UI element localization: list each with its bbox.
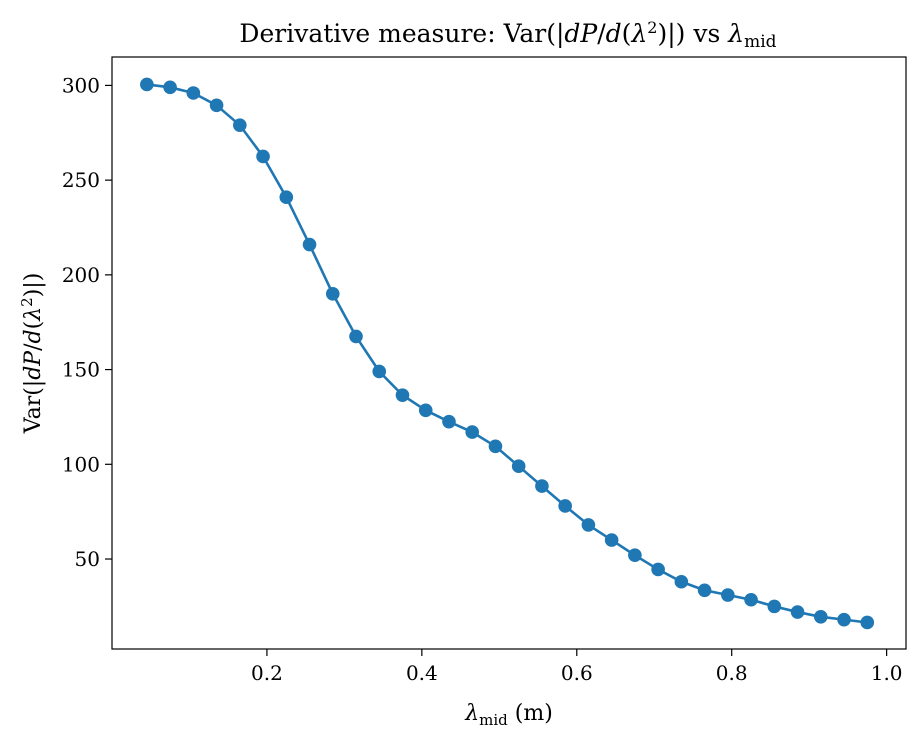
plot-area bbox=[111, 56, 907, 650]
data-point bbox=[535, 479, 549, 493]
data-point bbox=[279, 190, 294, 204]
data-point bbox=[628, 548, 642, 563]
x-axis-label: λmid (m) bbox=[464, 701, 553, 729]
data-point bbox=[302, 237, 317, 252]
data-point bbox=[674, 574, 689, 589]
x-tick-label: 0.8 bbox=[716, 661, 748, 685]
x-tick-label: 1.0 bbox=[871, 661, 903, 685]
data-point bbox=[744, 592, 758, 607]
data-point bbox=[349, 329, 363, 344]
data-point bbox=[837, 612, 851, 627]
data-point bbox=[511, 459, 526, 473]
data-point bbox=[697, 583, 712, 598]
y-tick-label: 200 bbox=[62, 263, 100, 287]
y-axis-label: Var(|dP/d(λ2)|) bbox=[18, 273, 46, 435]
y-tick-label: 150 bbox=[62, 358, 100, 382]
chart-title: Derivative measure: Var(|dP/d(λ2)|) vs λ… bbox=[239, 18, 776, 52]
y-tick-label: 300 bbox=[62, 73, 100, 97]
data-point bbox=[163, 80, 177, 95]
data-point bbox=[395, 388, 410, 402]
data-point bbox=[209, 98, 224, 113]
data-point bbox=[488, 439, 503, 454]
data-point bbox=[465, 425, 480, 439]
data-point bbox=[256, 149, 270, 164]
x-axis-ticks: 0.2 0.4 0.6 0.8 1.0 bbox=[251, 649, 903, 685]
data-point bbox=[558, 499, 572, 513]
data-point bbox=[140, 77, 154, 92]
data-point bbox=[651, 562, 665, 577]
data-point bbox=[767, 599, 782, 614]
data-point bbox=[721, 588, 735, 602]
series-layer bbox=[140, 77, 875, 630]
data-point bbox=[325, 287, 340, 301]
x-tick-label: 0.6 bbox=[561, 661, 593, 685]
y-tick-label: 100 bbox=[62, 452, 100, 476]
data-point bbox=[233, 118, 247, 132]
data-point bbox=[813, 610, 828, 624]
x-tick-label: 0.2 bbox=[251, 661, 283, 685]
y-tick-label: 50 bbox=[75, 547, 100, 571]
y-axis-ticks: 50 100 150 200 250 300 bbox=[62, 73, 112, 571]
data-point bbox=[790, 605, 805, 619]
data-point bbox=[186, 86, 201, 100]
data-point bbox=[372, 364, 387, 379]
data-point bbox=[581, 518, 596, 532]
series-line bbox=[146, 83, 868, 624]
y-tick-label: 250 bbox=[62, 168, 100, 192]
data-point bbox=[860, 615, 875, 630]
data-point bbox=[418, 403, 433, 418]
data-point bbox=[442, 414, 456, 429]
x-tick-label: 0.4 bbox=[406, 661, 438, 685]
data-point bbox=[604, 533, 619, 547]
